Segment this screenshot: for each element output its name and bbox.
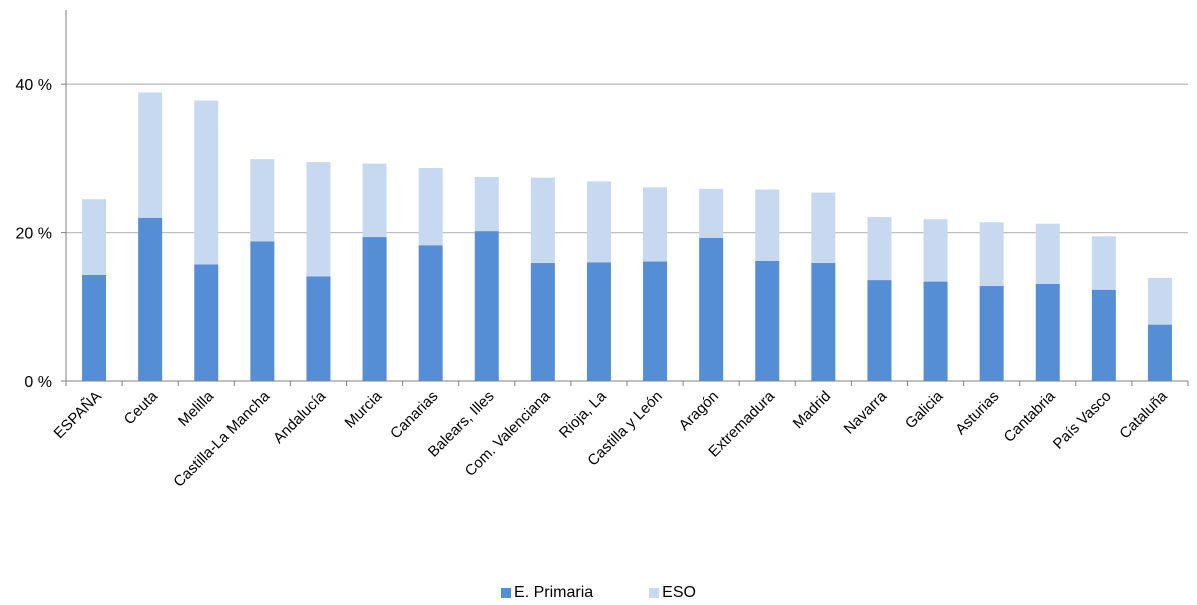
bar-eso <box>1091 236 1116 290</box>
bar-primaria <box>979 286 1004 381</box>
bar-primaria <box>811 263 836 381</box>
legend: E. Primaria ESO <box>0 584 1197 602</box>
chart: 0 % 20 % 40 % ESPAÑA Ceuta MelillaCastilla-L… <box>16 10 1189 491</box>
bar-primaria <box>586 262 611 381</box>
bar-eso <box>1035 223 1060 284</box>
x-tick-label: Aragón <box>676 388 722 434</box>
x-tick-label: Navarra <box>841 387 891 437</box>
bar-primaria <box>1035 283 1060 381</box>
bar-eso <box>811 192 836 264</box>
bar-primaria <box>1147 324 1172 381</box>
x-tick-label: Murcia <box>342 387 386 431</box>
bar-eso <box>1147 277 1172 325</box>
bar-eso <box>82 199 107 275</box>
bar-primaria <box>138 217 163 381</box>
bar-primaria <box>923 281 948 381</box>
bar-eso <box>979 222 1004 287</box>
bar-eso <box>362 163 387 238</box>
legend-label-eso: ESO <box>662 584 696 601</box>
x-tick-label: Galicia <box>902 387 947 432</box>
bar-eso <box>755 189 780 261</box>
bar-primaria <box>755 260 780 381</box>
bar-primaria <box>643 261 668 381</box>
bar-primaria <box>418 245 443 381</box>
x-tick-label: Cantabria <box>1001 387 1059 445</box>
bar-primaria <box>250 241 275 381</box>
gridlines <box>66 83 1188 234</box>
bar-eso <box>699 188 724 238</box>
x-tick-label: Madrid <box>790 388 834 432</box>
bar-eso <box>306 162 331 277</box>
legend-swatch-eso <box>649 588 660 598</box>
y-tick-label: 0 % <box>24 374 52 391</box>
bar-primaria <box>306 276 331 381</box>
bar-eso <box>194 100 219 265</box>
x-tick-label: Ceuta <box>121 387 162 428</box>
x-tick-label: Andalucía <box>270 387 330 447</box>
y-tick-label: 40 % <box>16 77 52 94</box>
x-tick-label: ESPAÑA <box>51 388 105 442</box>
bar-primaria <box>474 231 499 381</box>
bar-eso <box>867 217 892 281</box>
bar-eso <box>418 168 443 246</box>
legend-item-eso: ESO <box>649 584 696 602</box>
bar-primaria <box>867 280 892 381</box>
legend-label-primaria: E. Primaria <box>514 584 594 601</box>
bar-primaria <box>362 237 387 381</box>
bar-eso <box>643 187 668 262</box>
x-tick-label: Cataluña <box>1116 387 1171 442</box>
x-tick-label: Rioja, La <box>556 387 610 441</box>
bar-eso <box>250 159 275 242</box>
bar-eso <box>586 181 611 263</box>
bar-eso <box>138 92 163 218</box>
x-tick-label: Canarias <box>387 388 441 442</box>
x-tick-label: País Vasco <box>1050 388 1115 453</box>
axes <box>61 10 1189 386</box>
bar-primaria <box>699 237 724 381</box>
legend-swatch-primaria <box>501 588 512 598</box>
bar-primaria <box>1091 289 1116 381</box>
x-tick-label: Castilla-La Mancha <box>170 387 273 490</box>
bar-eso <box>923 219 948 282</box>
x-tick-label: Melilla <box>175 387 218 430</box>
bar-primaria <box>530 263 555 381</box>
bar-primaria <box>82 274 107 381</box>
y-tick-label: 20 % <box>16 226 52 243</box>
bars <box>82 92 1172 381</box>
x-tick-label: Asturias <box>952 388 1002 438</box>
bar-eso <box>530 177 555 264</box>
legend-item-primaria: E. Primaria <box>501 584 593 602</box>
bar-eso <box>474 176 499 232</box>
y-tick-labels: 0 % 20 % 40 % <box>16 77 52 391</box>
bar-primaria <box>194 264 219 381</box>
